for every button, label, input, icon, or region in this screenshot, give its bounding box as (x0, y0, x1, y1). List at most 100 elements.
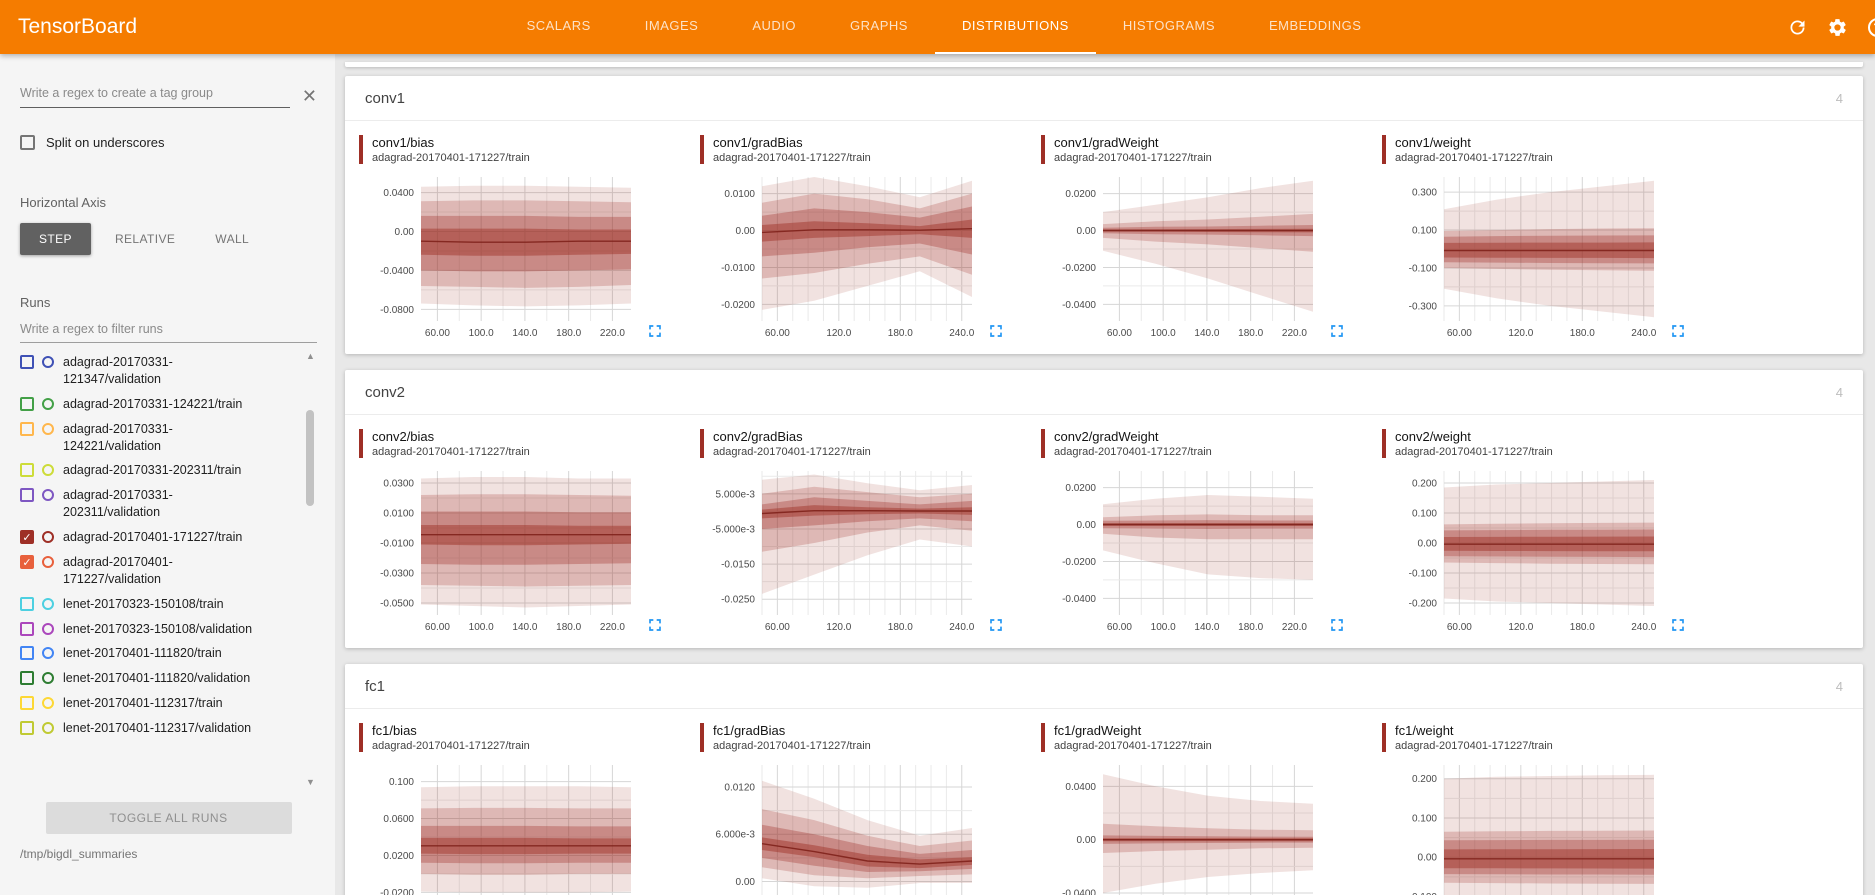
close-icon[interactable]: ✕ (301, 86, 317, 106)
expand-icon[interactable] (645, 615, 665, 635)
radio-icon[interactable] (42, 597, 54, 610)
distribution-chart: conv2/weight adagrad-20170401-171227/trai… (1382, 429, 1720, 640)
radio-icon[interactable] (42, 697, 54, 710)
run-row[interactable]: adagrad-20170331-124221/validation (20, 417, 291, 459)
refresh-icon[interactable] (1786, 16, 1808, 38)
tab-scalars[interactable]: SCALARS (526, 18, 591, 33)
chart-title: fc1/gradWeight (1054, 723, 1142, 738)
run-row[interactable]: lenet-20170401-111820/train (20, 641, 291, 666)
radio-icon[interactable] (42, 555, 54, 568)
run-filter-input[interactable] (20, 315, 317, 343)
tab-histograms[interactable]: HISTOGRAMS (1122, 18, 1216, 33)
chevron-down-icon[interactable]: ▼ (306, 777, 315, 787)
checkbox-icon[interactable] (20, 463, 34, 478)
radio-icon[interactable] (42, 489, 54, 502)
svg-text:-0.0300: -0.0300 (380, 569, 414, 580)
run-row[interactable]: adagrad-20170331-124221/train (20, 392, 291, 417)
run-row[interactable]: lenet-20170323-150108/validation (20, 617, 291, 642)
svg-text:0.00: 0.00 (1077, 226, 1097, 237)
run-row[interactable]: lenet-20170401-112317/validation (20, 716, 291, 741)
axis-button-step[interactable]: STEP (20, 223, 91, 255)
group-header[interactable]: fc1 4 (345, 664, 1863, 709)
chart-header: fc1/gradBias adagrad-20170401-171227/trai… (700, 723, 1038, 752)
chevron-up-icon[interactable]: ▲ (306, 351, 315, 361)
svg-text:60.00: 60.00 (1447, 328, 1472, 339)
svg-text:220.0: 220.0 (600, 328, 625, 339)
help-icon[interactable]: ? (1866, 16, 1875, 38)
tab-distributions[interactable]: DISTRIBUTIONS (934, 0, 1096, 54)
chart-run-label: adagrad-20170401-171227/train (372, 152, 530, 164)
run-label: lenet-20170401-112317/validation (63, 721, 252, 735)
axis-button-wall[interactable]: WALL (199, 223, 265, 255)
tag-filter-field: ✕ (20, 80, 317, 108)
checkbox-icon[interactable] (20, 721, 34, 735)
svg-text:-0.300: -0.300 (1409, 301, 1438, 312)
tab-embeddings[interactable]: EMBEDDINGS (1269, 18, 1362, 33)
radio-icon[interactable] (42, 622, 54, 635)
checkbox-checked-icon[interactable]: ✓ (20, 530, 34, 544)
radio-icon[interactable] (42, 397, 54, 410)
svg-text:-0.200: -0.200 (1409, 599, 1438, 610)
checkbox-icon[interactable] (20, 671, 34, 686)
chart-plot: 0.0200 0.00 -0.0200 -0.0400 60.00 100.0 140.0 1… (1062, 471, 1313, 633)
radio-icon[interactable] (42, 422, 54, 435)
distribution-chart: conv1/gradBias adagrad-20170401-171227/tr… (700, 135, 1038, 346)
svg-text:-0.0800: -0.0800 (380, 305, 414, 316)
checkbox-icon[interactable] (20, 488, 34, 503)
expand-icon[interactable] (986, 615, 1006, 635)
expand-icon[interactable] (645, 321, 665, 341)
scrollbar-thumb[interactable] (306, 410, 314, 506)
expand-icon[interactable] (1668, 615, 1688, 635)
radio-icon[interactable] (42, 356, 54, 368)
checkbox-icon[interactable] (20, 596, 34, 611)
run-row[interactable]: ✓ adagrad-20170401-171227/validation (20, 550, 291, 592)
expand-icon[interactable] (1327, 321, 1347, 341)
tab-images[interactable]: IMAGES (644, 18, 699, 33)
checkbox-icon[interactable] (20, 646, 34, 661)
split-underscores-checkbox[interactable]: Split on underscores (20, 135, 317, 150)
radio-icon[interactable] (42, 672, 54, 685)
runs-panel: adagrad-20170331-121347/validation adagra… (20, 350, 317, 788)
svg-text:180.0: 180.0 (556, 622, 581, 633)
chart-plot: 0.1000.06000.0200-0.020060.00100.0140.01… (380, 765, 631, 895)
distribution-chart: conv2/gradWeight adagrad-20170401-171227/… (1041, 429, 1379, 640)
tab-graphs[interactable]: GRAPHS (850, 18, 908, 33)
radio-icon[interactable] (42, 722, 54, 734)
run-row[interactable]: adagrad-20170331-202311/train (20, 458, 291, 483)
tag-filter-input[interactable] (20, 80, 290, 108)
svg-text:180.0: 180.0 (1238, 328, 1263, 339)
expand-icon[interactable] (986, 321, 1006, 341)
chart-title: conv2/gradBias (713, 429, 803, 444)
runs-scrollbar[interactable]: ▲ ▼ (304, 350, 317, 788)
run-row[interactable]: lenet-20170401-112317/train (20, 691, 291, 716)
checkbox-icon[interactable] (20, 621, 34, 636)
chart-run-label: adagrad-20170401-171227/train (713, 740, 871, 752)
run-row[interactable]: adagrad-20170331-121347/validation (20, 350, 291, 392)
radio-icon[interactable] (42, 531, 54, 543)
svg-text:0.0100: 0.0100 (383, 509, 414, 520)
chart-plot: 0.0200 0.00 -0.0200 -0.0400 60.00 100.0 140.0 1… (1062, 177, 1313, 339)
axis-button-relative[interactable]: RELATIVE (99, 223, 191, 255)
radio-icon[interactable] (42, 464, 54, 477)
run-row[interactable]: lenet-20170323-150108/train (20, 592, 291, 617)
checkbox-icon[interactable] (20, 421, 34, 436)
expand-icon[interactable] (1668, 321, 1688, 341)
checkbox-icon[interactable] (20, 396, 34, 411)
settings-icon[interactable] (1826, 16, 1848, 38)
checkbox-icon[interactable] (20, 696, 34, 711)
tab-audio[interactable]: AUDIO (752, 18, 797, 33)
run-row[interactable]: adagrad-20170331-202311/validation (20, 483, 291, 525)
svg-text:-0.0400: -0.0400 (1062, 300, 1096, 311)
group-header[interactable]: conv1 4 (345, 76, 1863, 121)
app-title: TensorBoard (18, 15, 138, 38)
expand-icon[interactable] (1327, 615, 1347, 635)
svg-text:60.00: 60.00 (1447, 622, 1472, 633)
run-row[interactable]: lenet-20170401-111820/validation (20, 666, 291, 691)
run-row[interactable]: ✓ adagrad-20170401-171227/train (20, 525, 291, 550)
group-header[interactable]: conv2 4 (345, 370, 1863, 415)
checkbox-icon[interactable] (20, 355, 34, 369)
toggle-all-runs-button[interactable]: TOGGLE ALL RUNS (45, 802, 292, 834)
radio-icon[interactable] (42, 647, 54, 660)
scrollbar-track[interactable] (304, 362, 317, 776)
checkbox-checked-icon[interactable]: ✓ (20, 554, 34, 569)
